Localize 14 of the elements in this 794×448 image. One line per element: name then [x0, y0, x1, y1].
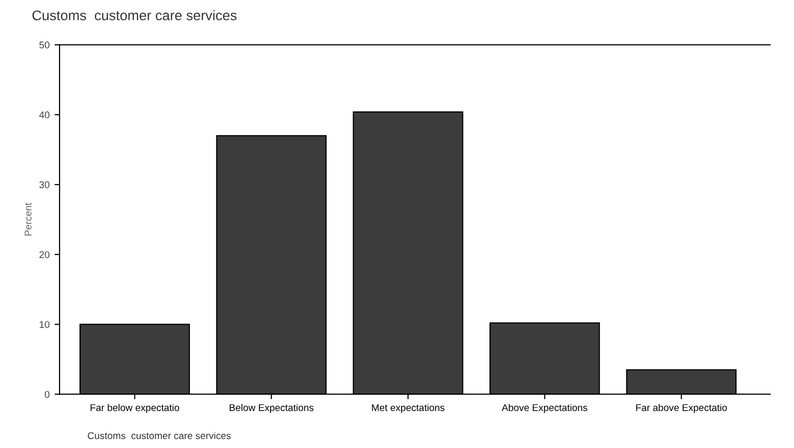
chart-title: Customs customer care services [32, 10, 237, 20]
x-tick-label: Above Expectations [502, 404, 588, 414]
y-tick-label: 40 [39, 111, 50, 118]
y-tick-label: 0 [44, 390, 50, 398]
x-tick-label: Below Expectations [230, 404, 314, 414]
y-tick-label: 30 [39, 181, 50, 188]
x-tick-label: Far below expectatio [90, 404, 180, 414]
y-tick-label: 10 [40, 321, 50, 328]
x-tick-label: Far above Expectatio [636, 404, 727, 414]
y-tick-label: 50 [39, 42, 50, 48]
y-tick-label: 20 [40, 251, 50, 258]
x-tick-label: Met expectations [372, 404, 444, 414]
y-axis-title: Percent [24, 202, 32, 236]
text: Customs customer care services [88, 432, 231, 440]
